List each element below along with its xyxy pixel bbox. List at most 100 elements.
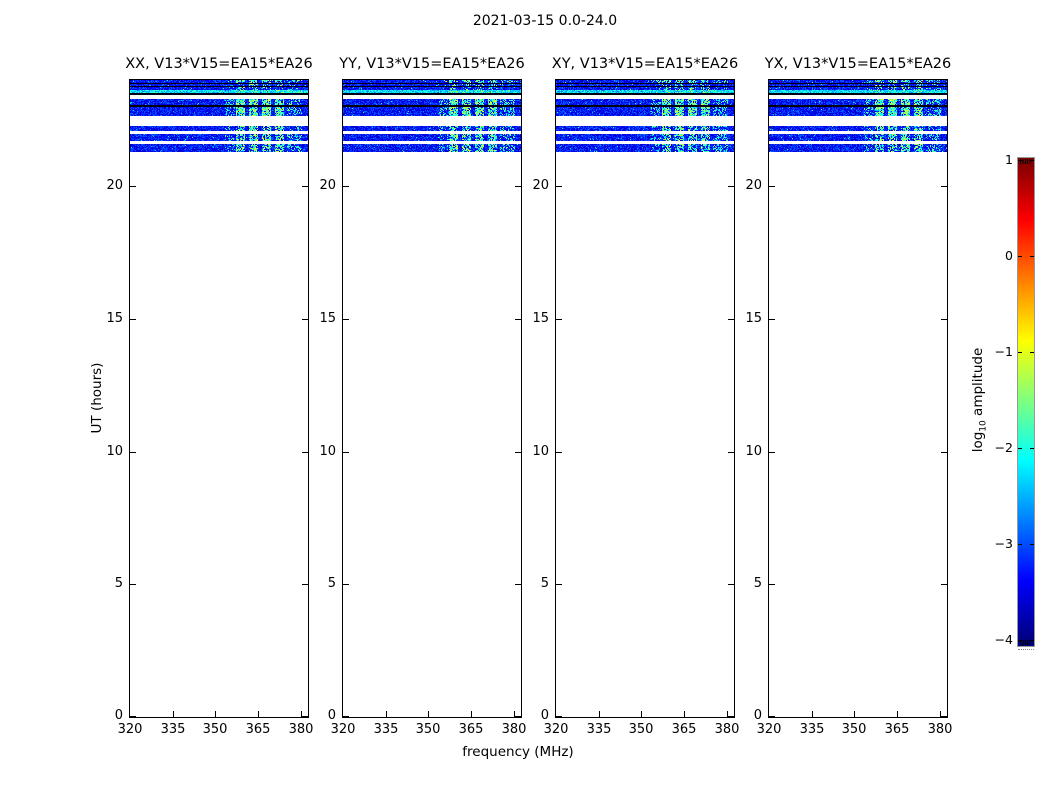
figure-title: 2021-03-15 0.0-24.0 bbox=[472, 13, 618, 29]
x-tick-label: 320 bbox=[117, 722, 143, 737]
x-axis-label: frequency (MHz) bbox=[462, 744, 574, 760]
x-tick-label: 380 bbox=[501, 722, 527, 737]
y-tick-label: 15 bbox=[745, 311, 762, 326]
y-tick-right bbox=[941, 186, 947, 187]
y-tick-label: 15 bbox=[532, 311, 549, 326]
x-tick bbox=[641, 711, 642, 717]
x-tick-label: 335 bbox=[799, 722, 825, 737]
y-tick-label: 5 bbox=[114, 576, 123, 591]
y-tick-right bbox=[302, 716, 308, 717]
x-tick bbox=[173, 711, 174, 717]
x-tick-label: 335 bbox=[160, 722, 186, 737]
y-tick-right bbox=[515, 452, 521, 453]
x-tick bbox=[812, 711, 813, 717]
x-tick-label: 350 bbox=[415, 722, 441, 737]
panel-xy bbox=[555, 79, 735, 718]
colorbar-tick-right bbox=[1030, 160, 1034, 161]
y-tick-right bbox=[728, 186, 734, 187]
x-tick-label: 320 bbox=[756, 722, 782, 737]
colorbar-tick-right bbox=[1030, 640, 1034, 641]
colorbar-minor-ticks-bottom bbox=[1020, 640, 1032, 645]
y-tick-label: 5 bbox=[540, 576, 549, 591]
x-tick bbox=[471, 711, 472, 717]
x-tick bbox=[897, 711, 898, 717]
y-tick-right bbox=[941, 584, 947, 585]
x-tick-label: 380 bbox=[288, 722, 314, 737]
x-tick bbox=[684, 711, 685, 717]
x-tick bbox=[940, 711, 941, 717]
y-tick-right bbox=[515, 584, 521, 585]
x-tick-label: 335 bbox=[586, 722, 612, 737]
x-tick-label: 350 bbox=[628, 722, 654, 737]
y-tick-label: 10 bbox=[319, 444, 336, 459]
colorbar-gradient bbox=[1018, 158, 1034, 646]
colorbar-label-pre: log bbox=[970, 431, 986, 453]
panel-title: XY, V13*V15=EA15*EA26 bbox=[551, 56, 739, 72]
y-tick-left bbox=[769, 186, 775, 187]
y-tick-right bbox=[302, 319, 308, 320]
y-tick-right bbox=[302, 452, 308, 453]
colorbar-tick-right bbox=[1030, 352, 1034, 353]
y-tick-label: 0 bbox=[753, 708, 762, 723]
y-tick-right bbox=[302, 584, 308, 585]
x-tick-label: 350 bbox=[202, 722, 228, 737]
spectrogram-canvas bbox=[769, 80, 947, 153]
panel-title: YY, V13*V15=EA15*EA26 bbox=[339, 56, 525, 72]
y-tick-right bbox=[941, 716, 947, 717]
x-tick bbox=[854, 711, 855, 717]
y-tick-left bbox=[769, 319, 775, 320]
x-tick-label: 380 bbox=[927, 722, 953, 737]
colorbar-tick-label: −3 bbox=[994, 536, 1013, 551]
y-tick-right bbox=[515, 186, 521, 187]
x-tick bbox=[727, 711, 728, 717]
y-tick-left bbox=[343, 584, 349, 585]
y-tick-left bbox=[556, 452, 562, 453]
y-tick-label: 10 bbox=[745, 444, 762, 459]
colorbar-tick-label: −1 bbox=[994, 344, 1013, 359]
y-tick-label: 0 bbox=[540, 708, 549, 723]
colorbar-tick-left bbox=[1018, 352, 1022, 353]
colorbar-tick-label: 1 bbox=[1005, 152, 1013, 167]
panel-yy bbox=[342, 79, 522, 718]
y-tick-left bbox=[130, 452, 136, 453]
y-tick-label: 20 bbox=[106, 178, 123, 193]
x-tick bbox=[258, 711, 259, 717]
x-tick-label: 365 bbox=[245, 722, 271, 737]
y-tick-left bbox=[343, 716, 349, 717]
x-tick-label: 365 bbox=[458, 722, 484, 737]
colorbar-label-post: amplitude bbox=[970, 347, 986, 421]
y-tick-label: 20 bbox=[745, 178, 762, 193]
y-tick-right bbox=[728, 452, 734, 453]
y-axis-label: UT (hours) bbox=[89, 362, 105, 434]
y-tick-left bbox=[130, 716, 136, 717]
x-tick bbox=[514, 711, 515, 717]
x-tick bbox=[428, 711, 429, 717]
y-tick-label: 10 bbox=[106, 444, 123, 459]
y-tick-label: 0 bbox=[114, 708, 123, 723]
colorbar-tick-left bbox=[1018, 256, 1022, 257]
colorbar-tick-right bbox=[1030, 544, 1034, 545]
y-tick-label: 15 bbox=[106, 311, 123, 326]
x-tick-label: 380 bbox=[714, 722, 740, 737]
colorbar-bottom-dotted-edge bbox=[1018, 649, 1034, 651]
x-tick-label: 365 bbox=[884, 722, 910, 737]
colorbar-label: log10 amplitude bbox=[970, 330, 989, 470]
y-tick-right bbox=[728, 584, 734, 585]
panel-xx bbox=[129, 79, 309, 718]
colorbar-tick-right bbox=[1030, 256, 1034, 257]
y-tick-left bbox=[769, 584, 775, 585]
y-tick-left bbox=[556, 319, 562, 320]
y-tick-label: 0 bbox=[327, 708, 336, 723]
y-tick-right bbox=[515, 716, 521, 717]
y-tick-label: 10 bbox=[532, 444, 549, 459]
y-tick-label: 5 bbox=[327, 576, 336, 591]
panel-yx bbox=[768, 79, 948, 718]
y-tick-left bbox=[769, 452, 775, 453]
y-tick-left bbox=[343, 452, 349, 453]
y-tick-left bbox=[769, 716, 775, 717]
y-tick-left bbox=[130, 319, 136, 320]
colorbar-tick-right bbox=[1030, 448, 1034, 449]
y-tick-label: 15 bbox=[319, 311, 336, 326]
spectrogram-canvas bbox=[343, 80, 521, 153]
